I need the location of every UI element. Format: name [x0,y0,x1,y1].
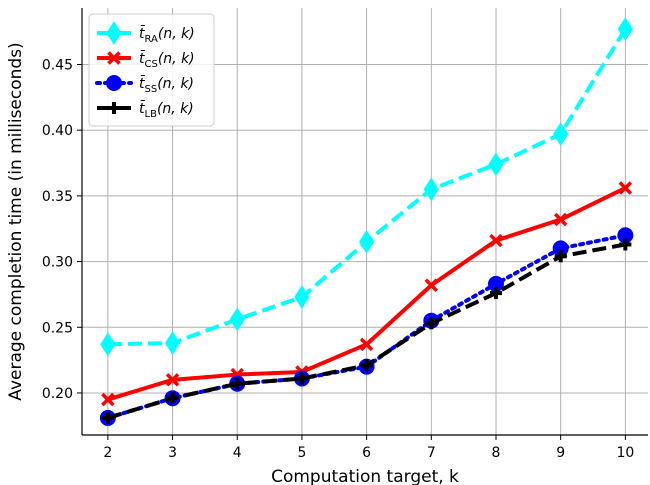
x-tick-label: 6 [362,445,371,461]
grid [82,8,648,435]
y-axis-title: Average completion time (in milliseconds… [6,42,26,400]
data-point [424,278,439,292]
y-tick-label: 0.25 [42,320,73,336]
data-point [229,307,245,332]
data-point [489,287,502,300]
x-tick-label: 4 [233,445,242,461]
data-point [166,392,179,405]
axes [81,8,648,436]
x-tick-label: 9 [556,445,565,461]
series-lb [101,238,632,424]
x-tick-label: 8 [492,445,501,461]
legend-entry-ra: t̄RA(n, k) [97,21,195,45]
ticks: 2 3 4 5 6 7 8 9 10 0.20 0.25 0.30 0.35 0.40 0.45 [42,57,634,461]
legend-entry-lb: t̄LB(n, k) [97,99,194,120]
data-point [165,373,180,387]
x-tick-label: 2 [103,445,112,461]
x-tick-label: 7 [427,445,436,461]
x-axis-title: Computation target, k [271,467,459,485]
data-point [554,250,567,263]
data-point [425,317,438,330]
x-tick-label: 10 [616,445,634,461]
y-tick-label: 0.35 [42,189,73,205]
y-tick-label: 0.20 [42,386,73,402]
legend-entry-cs: t̄CS(n, k) [97,49,195,70]
data-point [489,233,503,248]
data-point [553,122,569,147]
legend-swatch-marker [106,21,122,45]
y-tick-label: 0.30 [42,255,73,271]
legend-swatch-marker [106,75,122,91]
y-tick-label: 0.45 [42,57,73,73]
legend-label: t̄RA(n, k) [139,24,195,45]
data-point [488,152,504,177]
series [99,17,634,426]
x-tick-label: 3 [168,445,177,461]
legend-label: t̄CS(n, k) [139,49,195,70]
data-point [423,177,439,202]
data-point [101,411,114,424]
legend-swatch-marker [107,51,121,65]
x-tick-label: 5 [297,445,306,461]
y-tick-label: 0.40 [42,123,73,139]
legend-entry-ss: t̄SS(n, k) [95,74,194,95]
data-point [553,212,568,227]
data-point [359,229,375,254]
data-point [164,331,181,355]
legend-label: t̄LB(n, k) [139,99,194,120]
data-point [101,392,115,407]
legend-box [88,13,215,127]
data-point [619,238,632,251]
legend-label: t̄SS(n, k) [139,74,194,95]
data-point [231,377,244,390]
legend-swatch-marker [108,102,120,114]
data-point [618,181,633,195]
data-point [294,285,310,309]
data-point [359,337,374,352]
data-point [617,17,633,41]
legend: t̄RA(n, k) t̄CS(n, k) t̄SS(n, k) t̄LB(n, k) [88,13,215,127]
series-ra [100,17,633,357]
data-point [100,332,116,357]
data-point [360,359,373,372]
data-point [295,372,308,385]
